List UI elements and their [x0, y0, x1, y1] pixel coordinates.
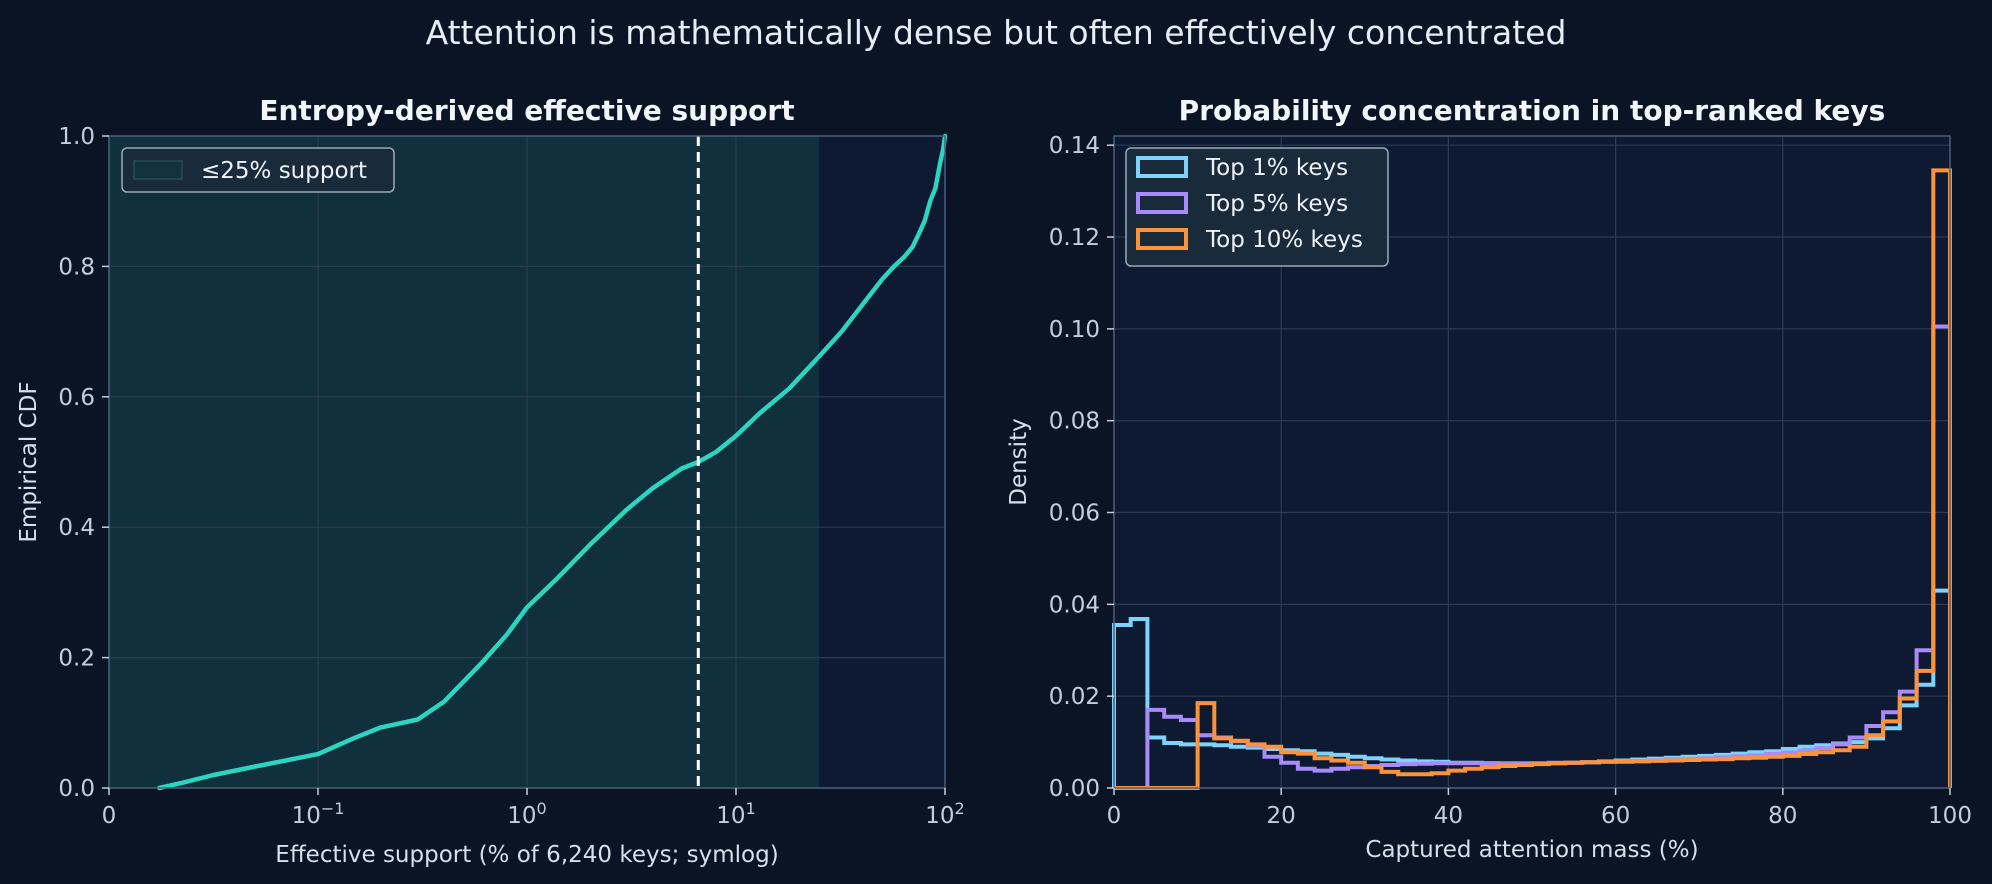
hist-ytick-label-6: 0.12 [1049, 225, 1100, 251]
histogram-legend: Top 1% keys Top 5% keys Top 10% keys [1125, 147, 1389, 267]
cdf-ytick-label-1: 0.2 [58, 646, 95, 672]
hist-ytick-label-1: 0.02 [1049, 684, 1100, 710]
histogram-x-ticks: 0 20 40 60 80 100 [1107, 788, 1972, 829]
cdf-legend-label: ≤25% support [201, 158, 367, 184]
hist-xtick-label-0: 0 [1107, 803, 1122, 829]
hist-ytick-label-4: 0.08 [1049, 409, 1100, 435]
cdf-panel: 0 10−1 100 101 102 0.00.20.40.60.81.0 Entrop… [16, 94, 965, 868]
hist-ytick-label-3: 0.06 [1049, 501, 1100, 527]
cdf-ytick-label-4: 0.8 [58, 254, 95, 280]
cdf-y-ticks: 0.0 0.2 0.4 0.6 0.8 1.0 [58, 124, 109, 802]
cdf-x-axis-label: Effective support (% of 6,240 keys; syml… [275, 842, 778, 868]
histogram-axes-frame [1113, 135, 1951, 789]
histogram-series-layer [1112, 168, 1952, 790]
hist-ytick-label-7: 0.14 [1049, 133, 1100, 159]
hist-legend-swatch-0 [1136, 156, 1188, 178]
hist-legend-box [1125, 147, 1389, 267]
hist-legend-label-1: Top 5% keys [1205, 191, 1348, 217]
hist-ytick-label-0: 0.00 [1049, 776, 1100, 802]
cdf-panel-title: Entropy-derived effective support [259, 94, 794, 127]
cdf-y-axis-label: Empirical CDF [16, 381, 42, 542]
histogram-panel-title: Probability concentration in top-ranked … [1179, 94, 1886, 127]
support-shaded-region [109, 136, 820, 788]
histogram-y-ticks: 0.00 0.02 0.04 0.06 0.08 0.10 0.12 0.14 [1049, 133, 1114, 802]
cdf-xtick-label-2: 100 [507, 799, 546, 829]
hist-legend-label-0: Top 1% keys [1205, 155, 1348, 181]
hist-xtick-label-1: 20 [1267, 803, 1296, 829]
histogram-y-axis-label: Density [1006, 418, 1032, 505]
cdf-curve-0 [156, 133, 948, 791]
cdf-ytick-label-0: 0.0 [58, 776, 95, 802]
cdf-xtick-label-0: 0 [102, 803, 117, 829]
hist-xtick-label-2: 40 [1434, 803, 1463, 829]
hist-ytick-label-5: 0.10 [1049, 317, 1100, 343]
histogram-x-axis-label: Captured attention mass (%) [1365, 837, 1698, 863]
figure-title: Attention is mathematically dense but of… [426, 13, 1567, 52]
histogram-panel: 0 20 40 60 80 100 0.00 0.02 0.04 0.06 0.08 0.10 0.1… [1006, 94, 1972, 863]
cdf-legend-swatch [133, 160, 183, 180]
hist-legend-label-2: Top 10% keys [1205, 227, 1363, 253]
cdf-xtick-label-1: 10−1 [292, 799, 345, 829]
hist-legend-swatch-1 [1136, 192, 1188, 214]
cdf-x-ticks: 0 10−1 100 101 102 [102, 788, 965, 829]
cdf-gridlines [109, 136, 945, 788]
cdf-ytick-label-2: 0.4 [58, 515, 95, 541]
cdf-legend-box [121, 147, 395, 193]
hist-step-series-2 [1114, 168, 1952, 790]
cdf-series-layer [156, 133, 948, 791]
hist-ytick-label-2: 0.04 [1049, 592, 1100, 618]
cdf-ytick-label-5: 1.0 [58, 124, 95, 150]
hist-legend-swatch-2 [1136, 228, 1188, 250]
cdf-legend: ≤25% support [121, 147, 395, 193]
hist-xtick-label-4: 80 [1768, 803, 1797, 829]
cdf-ytick-label-3: 0.6 [58, 385, 95, 411]
hist-xtick-label-3: 60 [1601, 803, 1630, 829]
hist-xtick-label-5: 100 [1928, 803, 1972, 829]
histogram-gridlines [1114, 136, 1950, 788]
